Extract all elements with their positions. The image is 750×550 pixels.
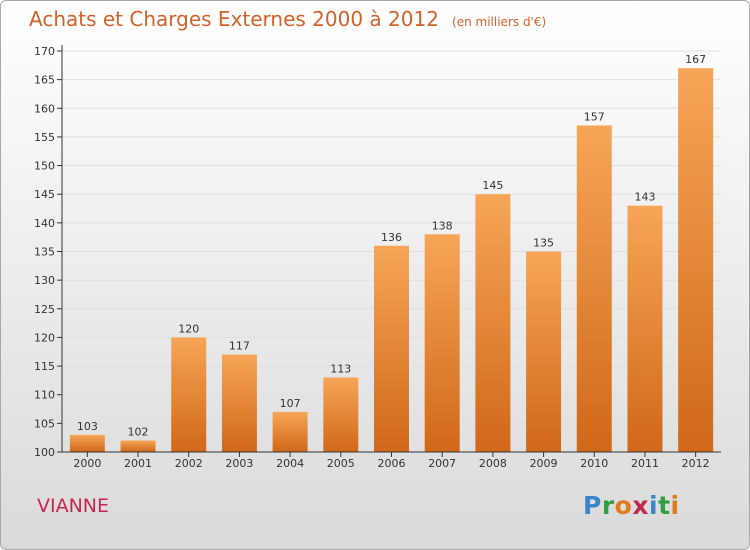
logo-letter: i [649,491,659,520]
bar [374,245,409,452]
y-tick-label: 130 [34,274,55,287]
data-label: 117 [229,340,250,353]
x-tick-label: 2011 [631,457,659,470]
logo-letter: t [658,491,671,520]
x-tick-label: 2005 [327,457,355,470]
logo-letter: r [601,491,615,520]
data-label: 107 [280,397,301,410]
y-tick-label: 110 [34,389,55,402]
bar [627,205,663,452]
y-tick-label: 145 [34,188,55,201]
x-tick-label: 2012 [682,457,710,470]
commune-name: VIANNE [37,495,110,517]
data-label: 167 [685,53,706,66]
y-tick-label: 115 [34,360,55,373]
y-tick-label: 150 [34,160,55,173]
bar [475,194,511,452]
logo-letter: o [614,491,633,520]
data-label: 136 [381,231,402,244]
data-label: 102 [128,426,149,439]
y-tick-label: 100 [34,446,55,459]
labels: 100 105 110 115 120 125 130 135 140 145 150 155 160 1… [34,45,710,470]
logo-letter: P [583,491,602,520]
y-tick-label: 170 [34,45,55,58]
x-tick-label: 2004 [276,457,304,470]
logo-letter: x [632,491,649,520]
x-tick-label: 2001 [124,457,152,470]
axes [57,45,721,457]
y-tick-label: 165 [34,74,55,87]
title-text: Achats et Charges Externes 2000 à 2012 [29,7,439,31]
data-label: 143 [634,191,655,204]
x-tick-label: 2010 [580,457,608,470]
data-label: 135 [533,237,554,250]
y-tick-label: 135 [34,246,55,259]
logo-letter: i [670,491,680,520]
bar [120,440,156,452]
y-tick-label: 155 [34,131,55,144]
bar [221,354,257,452]
bar [272,411,308,452]
x-tick-label: 2002 [175,457,203,470]
data-label: 113 [330,363,351,376]
y-tick-label: 105 [34,417,55,430]
bar [323,377,359,452]
y-tick-label: 140 [34,217,55,230]
x-tick-label: 2006 [378,457,406,470]
data-label: 145 [482,179,503,192]
bar [576,125,612,452]
x-tick-label: 2009 [530,457,558,470]
bar [69,434,105,452]
y-tick-label: 160 [34,102,55,115]
bars [69,68,714,452]
data-label: 138 [432,219,453,232]
bar [171,337,207,452]
x-tick-label: 2008 [479,457,507,470]
y-tick-label: 125 [34,303,55,316]
data-label: 157 [584,110,605,123]
bar [678,68,714,452]
data-label: 103 [77,420,98,433]
chart-title: Achats et Charges Externes 2000 à 2012 (… [29,7,546,31]
x-tick-label: 2003 [225,457,253,470]
title-unit: (en milliers d'€) [452,15,547,29]
y-tick-label: 120 [34,331,55,344]
data-label: 120 [178,322,199,335]
bar [424,234,460,452]
proxiti-logo: Proxiti [583,491,680,520]
bar [526,251,562,452]
x-tick-label: 2007 [428,457,456,470]
x-tick-label: 2000 [73,457,101,470]
